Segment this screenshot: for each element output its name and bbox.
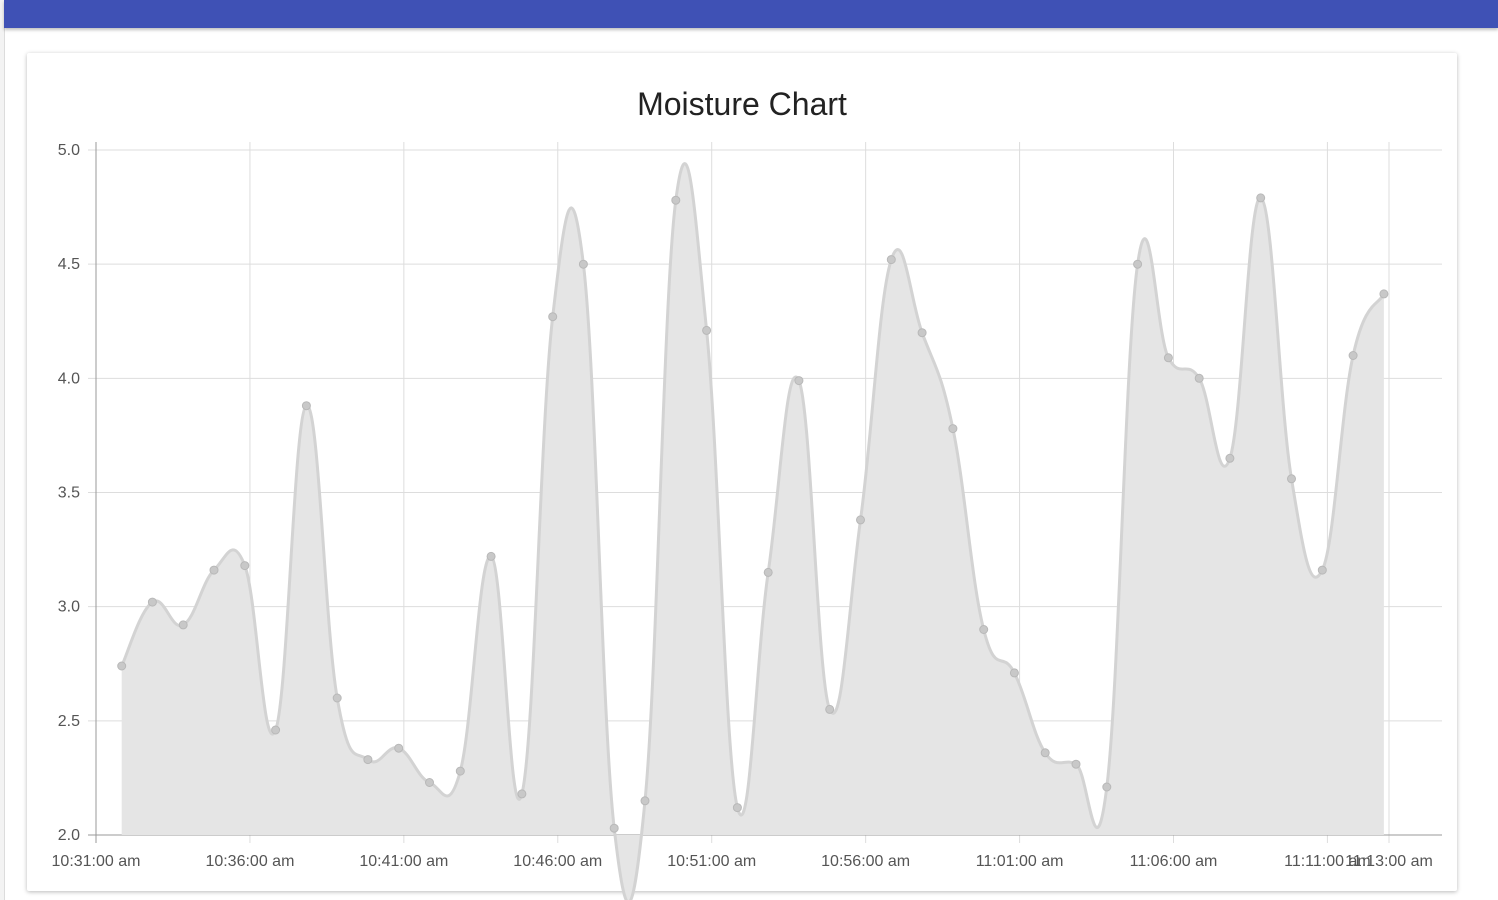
x-tick-label: 11:01:00 am bbox=[976, 853, 1064, 870]
data-point bbox=[979, 625, 989, 634]
data-point bbox=[1040, 748, 1050, 758]
data-point bbox=[1379, 289, 1389, 299]
data-point bbox=[1348, 351, 1358, 360]
data-point bbox=[763, 567, 773, 577]
data-point bbox=[671, 195, 681, 205]
data-point bbox=[1071, 759, 1081, 769]
y-tick-label: 4.5 bbox=[58, 256, 80, 273]
y-tick-label: 4.0 bbox=[58, 370, 80, 387]
data-point bbox=[1317, 565, 1327, 575]
x-tick-label: 11:13:00 am bbox=[1345, 853, 1433, 870]
data-point bbox=[117, 661, 127, 671]
data-point bbox=[609, 823, 619, 833]
data-point bbox=[548, 312, 558, 322]
point-layer bbox=[117, 193, 1389, 833]
x-tick-label: 11:06:00 am bbox=[1130, 853, 1218, 870]
x-tick-label: 10:41:00 am bbox=[359, 853, 448, 870]
data-point bbox=[147, 597, 157, 607]
data-point bbox=[856, 515, 865, 525]
data-point bbox=[917, 328, 927, 338]
data-point bbox=[640, 796, 650, 806]
label-layer: 2.0 2.5 3.0 3.5 4.0 4.5 5.0 10:31:00 am 10:36:00… bbox=[52, 142, 1433, 870]
series-area-fill bbox=[121, 163, 1384, 900]
data-point bbox=[1256, 193, 1266, 203]
data-point bbox=[732, 803, 742, 813]
data-point bbox=[948, 424, 958, 434]
window-left-edge bbox=[0, 0, 5, 900]
data-point bbox=[578, 259, 588, 269]
data-point bbox=[178, 620, 188, 630]
x-tick-label: 10:46:00 am bbox=[513, 853, 602, 870]
x-tick-label: 10:51:00 am bbox=[667, 853, 756, 870]
data-point bbox=[886, 255, 896, 265]
data-point bbox=[486, 551, 496, 561]
y-tick-label: 5.0 bbox=[58, 142, 80, 159]
data-point bbox=[1163, 353, 1173, 363]
data-point bbox=[209, 565, 219, 575]
data-point bbox=[702, 325, 712, 335]
y-tick-label: 3.0 bbox=[58, 599, 80, 616]
data-point bbox=[271, 725, 281, 735]
data-point bbox=[1009, 668, 1019, 678]
chart-title: Moisture Chart bbox=[637, 86, 847, 122]
data-point bbox=[1102, 782, 1112, 792]
data-point bbox=[517, 789, 527, 799]
y-tick-label: 2.5 bbox=[58, 713, 80, 730]
area-layer bbox=[120, 162, 1386, 900]
x-tick-label: 11:11:00 am bbox=[1284, 853, 1371, 870]
y-tick-label: 3.5 bbox=[58, 485, 80, 502]
x-tick-label: 10:31:00 am bbox=[52, 853, 141, 870]
data-point bbox=[301, 401, 311, 411]
data-point bbox=[332, 693, 342, 703]
y-tick-label: 2.0 bbox=[58, 827, 80, 844]
data-point bbox=[240, 561, 250, 571]
data-point bbox=[363, 755, 373, 765]
data-point bbox=[425, 778, 434, 787]
data-point bbox=[1194, 373, 1204, 383]
x-tick-label: 10:56:00 am bbox=[821, 853, 910, 870]
data-point bbox=[1287, 474, 1296, 484]
x-tick-label: 10:36:00 am bbox=[205, 853, 294, 870]
data-point bbox=[1225, 453, 1235, 463]
data-point bbox=[394, 743, 404, 753]
data-point bbox=[794, 376, 804, 386]
data-point bbox=[825, 704, 835, 714]
data-point bbox=[1133, 259, 1143, 269]
data-point bbox=[455, 766, 465, 776]
app-header-bar bbox=[4, 0, 1498, 28]
